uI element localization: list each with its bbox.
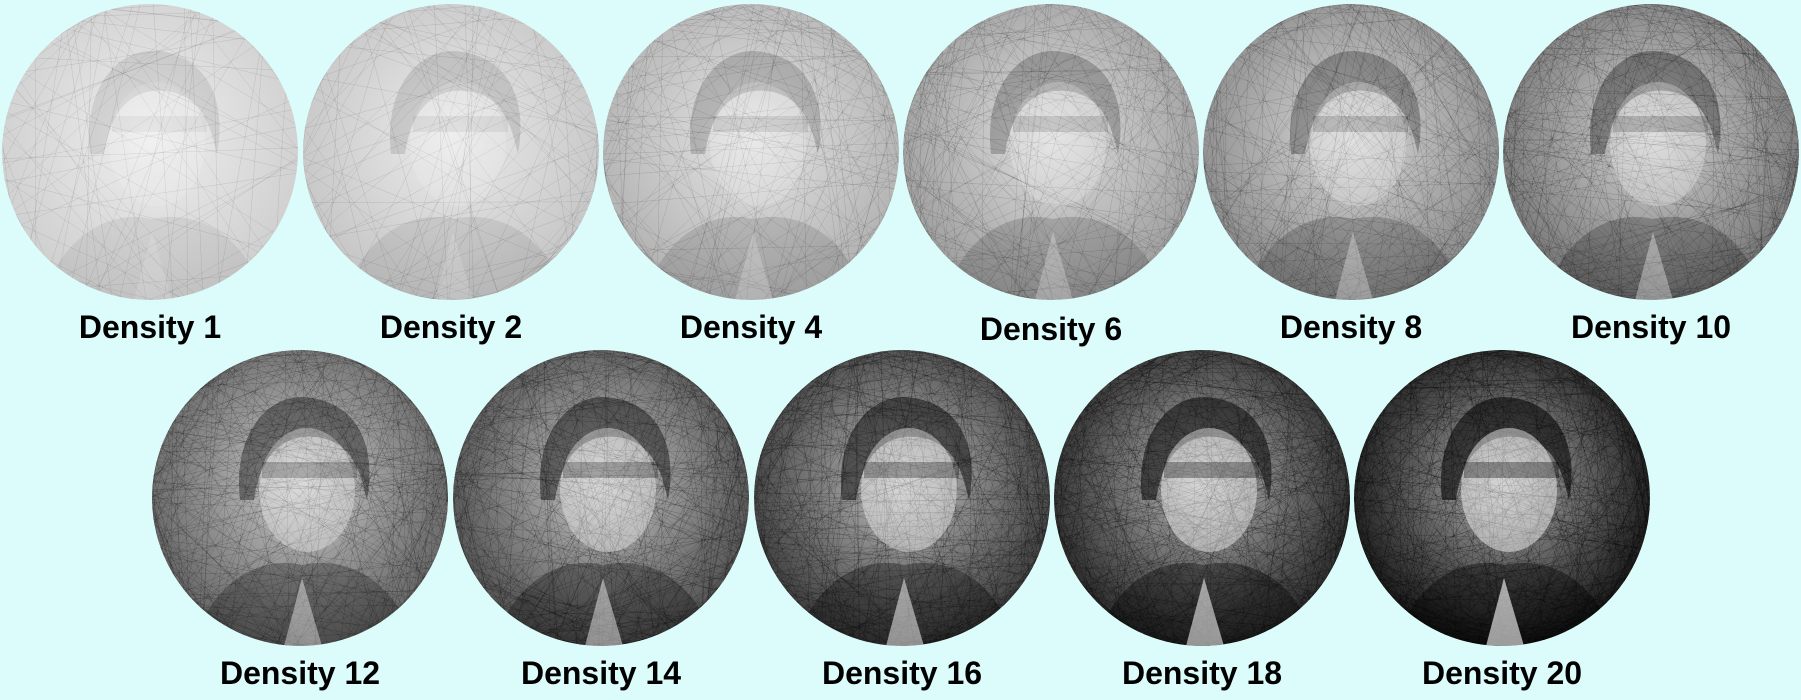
panel-density-2: Density 2: [303, 4, 603, 354]
string-art-portrait-image: [453, 350, 749, 646]
panel-caption: Density 12: [219, 655, 381, 691]
panel-density-8: Density 8: [1203, 4, 1503, 354]
string-art-portrait-image: [1503, 4, 1799, 300]
panel-caption: Density 2: [379, 309, 523, 345]
string-art-portrait-image: [2, 4, 298, 300]
panel-caption: Density 18: [1121, 655, 1283, 691]
panel-caption: Density 8: [1279, 309, 1423, 345]
panel-density-4: Density 4: [603, 4, 903, 354]
string-art-portrait-image: [754, 350, 1050, 646]
panel-caption: Density 16: [821, 655, 983, 691]
panel-caption: Density 20: [1421, 655, 1583, 691]
panel-density-12: Density 12: [152, 350, 452, 700]
panel-density-6: Density 6: [903, 4, 1203, 354]
string-art-portrait-image: [303, 4, 599, 300]
panel-caption: Density 14: [520, 655, 682, 691]
panel-caption: Density 1: [78, 309, 222, 345]
string-art-portrait-image: [1054, 350, 1350, 646]
string-art-portrait-image: [1203, 4, 1499, 300]
panel-density-10: Density 10: [1503, 4, 1801, 354]
string-art-portrait-image: [903, 4, 1199, 300]
string-art-portrait-image: [152, 350, 448, 646]
panel-density-20: Density 20: [1354, 350, 1654, 700]
panel-density-1: Density 1: [2, 4, 302, 354]
string-art-portrait-image: [1354, 350, 1650, 646]
string-art-portrait-image: [603, 4, 899, 300]
panel-density-16: Density 16: [754, 350, 1054, 700]
panel-caption: Density 4: [679, 309, 823, 345]
panel-caption: Density 6: [979, 311, 1123, 347]
panel-caption: Density 10: [1570, 309, 1732, 345]
panel-density-18: Density 18: [1054, 350, 1354, 700]
panel-density-14: Density 14: [453, 350, 753, 700]
